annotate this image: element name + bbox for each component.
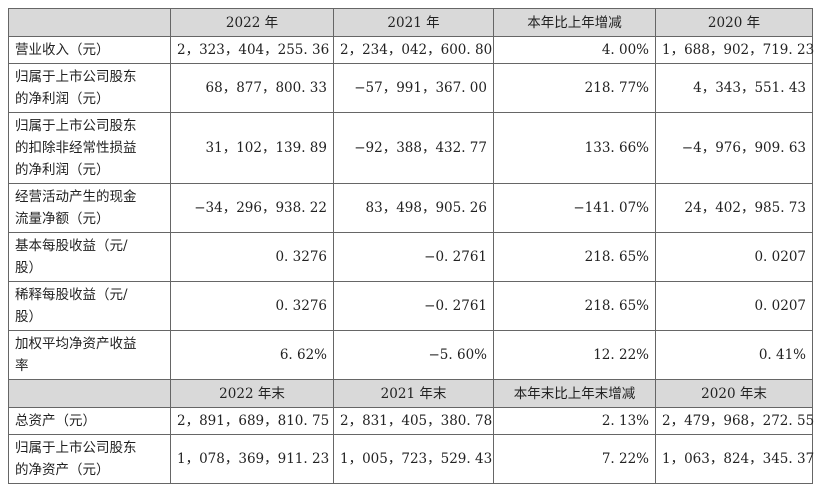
data-row: 基本每股收益（元/ 股） 0. 3276 −0. 2761 218. 65% 0. 02… [8,232,813,282]
header-row: 2022 年 2021 年本年比上年增减 2020 年 [8,8,813,37]
row-label: 归属于上市公司股东 的净利润（元） [8,63,171,113]
value-cell: −34，296，938. 22 [170,183,334,233]
row-label: 归属于上市公司股东 的净资产（元） [8,434,171,484]
value-cell: 83，498，905. 26 [333,183,494,233]
header-cell: 本年比上年增减 [493,8,656,37]
header-cell: 2022 年 [170,8,334,37]
header-row: 2022 年末 2021 年末 本年末比上年末增减 2020 年末 [8,379,813,408]
value-cell: 0. 3276 [170,281,334,331]
row-label: 加权平均净资产收益 率 [8,330,171,380]
value-cell: 133. 66% [493,112,656,184]
value-cell: −92，388，432. 77 [333,112,494,184]
value-cell: 2，323，404，255. 36 [170,36,334,64]
value-cell: −0. 2761 [333,232,494,282]
value-cell: 24，402，985. 73 [655,183,813,233]
value-cell: 1，005，723，529. 43 [333,434,494,484]
header-cell: 2020 年 [655,8,813,37]
value-cell: 2，831，405，380. 78 [333,407,494,435]
data-row: 归属于上市公司股东 的扣除非经常性损益 的净利润（元） 31，102，139. 8… [8,112,813,184]
value-cell: 1，078，369，911. 23 [170,434,334,484]
row-label: 经营活动产生的现金 流量净额（元） [8,183,171,233]
value-cell: 0. 0207 [655,232,813,282]
value-cell: 0. 0207 [655,281,813,331]
value-cell: 0. 3276 [170,232,334,282]
data-row: 营业收入（元） 2，323，404，255. 36 2，234，042，600. 8… [8,36,814,64]
value-cell: −4，976，909. 63 [655,112,813,184]
data-row: 稀释每股收益（元/ 股） 0. 3276 −0. 2761 218. 65% 0. 02… [8,281,813,331]
value-cell: −5. 60% [333,330,494,380]
value-cell: 0. 41% [655,330,813,380]
row-label: 稀释每股收益（元/ 股） [8,281,171,331]
header-cell: 2022 年末 [170,379,334,408]
header-cell [8,8,171,37]
row-label: 总资产（元） [8,407,171,435]
value-cell: 2. 13% [493,407,656,435]
value-cell: 31，102，139. 89 [170,112,334,184]
value-cell: 1，688，902，719. 23 [655,36,814,64]
header-cell [8,379,171,408]
data-row: 归属于上市公司股东 的净利润（元） 68，877，800. 33 −57，991，3… [8,63,813,113]
value-cell: −0. 2761 [333,281,494,331]
value-cell: 2，234，042，600. 80 [333,36,494,64]
financial-table: 2022 年 2021 年本年比上年增减 2020 年营业收入（元） 2，323，40… [8,8,814,484]
value-cell: 6. 62% [170,330,334,380]
value-cell: 1，063，824，345. 37 [655,434,814,484]
header-cell: 2021 年末 [333,379,494,408]
value-cell: 4. 00% [493,36,656,64]
data-row: 归属于上市公司股东 的净资产（元） 1，078，369，911. 23 1，005，… [8,434,814,484]
value-cell: 4，343，551. 43 [655,63,813,113]
data-row: 加权平均净资产收益 率 6. 62% −5. 60% 12. 22% 0. 41% [8,330,813,380]
value-cell: 218. 65% [493,281,656,331]
header-cell: 2020 年末 [655,379,813,408]
data-row: 经营活动产生的现金 流量净额（元） −34，296，938. 22 83，498，9… [8,183,813,233]
value-cell: −57，991，367. 00 [333,63,494,113]
table-body: 2022 年 2021 年本年比上年增减 2020 年营业收入（元） 2，323，40… [8,8,814,484]
value-cell: 68，877，800. 33 [170,63,334,113]
value-cell: 12. 22% [493,330,656,380]
row-label: 营业收入（元） [8,36,171,64]
value-cell: 2，479，968，272. 55 [655,407,814,435]
value-cell: 2，891，689，810. 75 [170,407,334,435]
row-label: 归属于上市公司股东 的扣除非经常性损益 的净利润（元） [8,112,171,184]
header-cell: 2021 年 [333,8,494,37]
data-row: 总资产（元） 2，891，689，810. 75 2，831，405，380. 78… [8,407,814,435]
value-cell: 7. 22% [493,434,656,484]
header-cell: 本年末比上年末增减 [493,379,656,408]
value-cell: 218. 77% [493,63,656,113]
value-cell: −141. 07% [493,183,656,233]
row-label: 基本每股收益（元/ 股） [8,232,171,282]
value-cell: 218. 65% [493,232,656,282]
